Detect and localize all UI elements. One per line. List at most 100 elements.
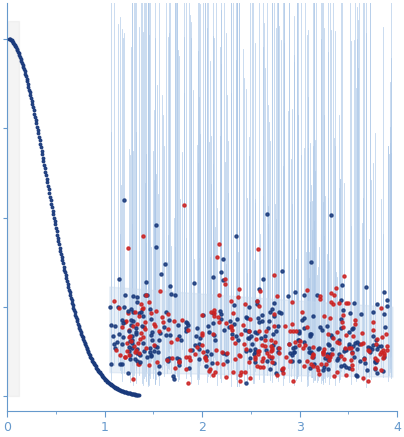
- Point: [210, 331, 216, 338]
- Point: [271, 313, 278, 320]
- Point: [301, 338, 307, 345]
- Point: [291, 348, 298, 355]
- Point: [361, 356, 367, 363]
- Point: [351, 340, 358, 347]
- Point: [174, 336, 181, 343]
- Point: [365, 346, 372, 353]
- Point: [213, 253, 220, 260]
- Point: [336, 351, 342, 358]
- Point: [373, 346, 380, 353]
- Point: [138, 309, 145, 316]
- Point: [132, 309, 139, 316]
- Point: [314, 366, 321, 373]
- Point: [327, 353, 334, 360]
- Point: [218, 310, 224, 317]
- Point: [338, 325, 345, 332]
- Point: [203, 357, 209, 364]
- Point: [374, 300, 380, 307]
- Point: [176, 358, 183, 365]
- Point: [129, 375, 136, 382]
- Point: [157, 330, 164, 337]
- Point: [120, 334, 126, 341]
- Point: [243, 313, 249, 320]
- Point: [191, 279, 198, 286]
- Point: [182, 365, 189, 372]
- Point: [153, 308, 159, 315]
- Point: [321, 354, 328, 361]
- Point: [341, 272, 348, 279]
- Point: [279, 366, 285, 373]
- Point: [366, 347, 373, 354]
- Point: [316, 323, 323, 330]
- Point: [347, 310, 354, 317]
- Point: [134, 298, 140, 305]
- Point: [199, 332, 205, 339]
- Point: [262, 336, 269, 343]
- Point: [320, 367, 326, 374]
- Point: [171, 317, 178, 324]
- Point: [134, 346, 140, 353]
- Point: [377, 305, 384, 312]
- Point: [233, 233, 239, 240]
- Point: [246, 304, 252, 311]
- Point: [269, 359, 276, 366]
- Point: [144, 292, 150, 299]
- Point: [208, 351, 214, 358]
- Point: [245, 358, 252, 365]
- Point: [324, 330, 331, 337]
- Point: [255, 314, 261, 321]
- Point: [334, 368, 340, 375]
- Point: [299, 309, 305, 316]
- Point: [220, 277, 226, 284]
- Point: [124, 244, 131, 251]
- Point: [132, 356, 139, 363]
- Point: [296, 337, 303, 344]
- Point: [364, 367, 370, 374]
- Point: [129, 337, 135, 344]
- Point: [229, 331, 235, 338]
- Point: [120, 196, 127, 203]
- Point: [187, 346, 194, 353]
- Point: [360, 374, 366, 381]
- Point: [117, 361, 123, 368]
- Point: [137, 335, 143, 342]
- Point: [131, 342, 137, 349]
- Point: [168, 354, 175, 361]
- Point: [346, 345, 353, 352]
- Point: [116, 275, 122, 282]
- Point: [335, 354, 341, 361]
- Point: [229, 327, 236, 334]
- Point: [367, 344, 373, 351]
- Point: [384, 297, 390, 304]
- Point: [191, 350, 198, 357]
- Point: [210, 313, 217, 320]
- Point: [138, 301, 144, 308]
- Point: [161, 323, 167, 330]
- Point: [237, 377, 244, 384]
- Point: [183, 319, 190, 326]
- Point: [253, 362, 260, 369]
- Point: [339, 281, 345, 288]
- Point: [274, 292, 281, 299]
- Point: [140, 232, 146, 239]
- Point: [328, 212, 335, 218]
- Point: [143, 291, 149, 298]
- Point: [348, 365, 355, 372]
- Point: [252, 348, 259, 355]
- Point: [316, 296, 323, 303]
- Point: [210, 319, 217, 326]
- Point: [229, 368, 236, 375]
- Point: [197, 335, 203, 342]
- Point: [210, 309, 216, 316]
- Point: [288, 351, 295, 358]
- Point: [317, 292, 324, 299]
- Point: [296, 342, 302, 349]
- Point: [269, 353, 276, 360]
- Point: [279, 370, 286, 377]
- Point: [381, 351, 387, 358]
- Point: [351, 354, 358, 361]
- Point: [346, 364, 352, 371]
- Point: [238, 330, 244, 337]
- Point: [227, 317, 234, 324]
- Point: [147, 306, 153, 313]
